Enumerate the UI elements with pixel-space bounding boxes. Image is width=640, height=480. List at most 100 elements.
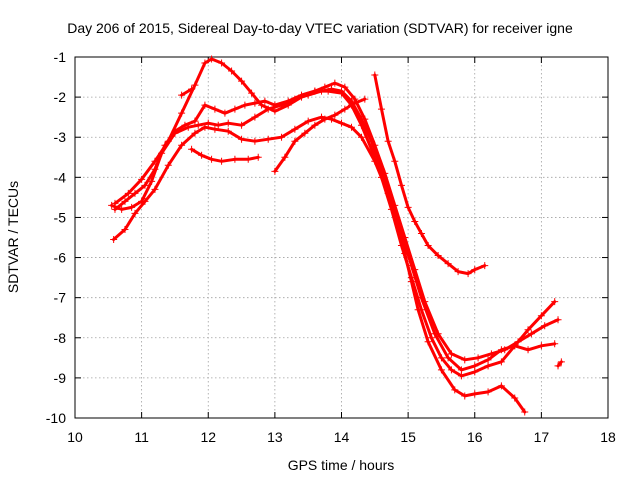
- data-point: [391, 157, 399, 165]
- data-layer: [108, 55, 565, 416]
- data-point: [141, 181, 149, 189]
- data-point: [291, 137, 299, 145]
- data-point: [484, 362, 492, 370]
- data-series-track-5: [188, 145, 262, 165]
- y-tick-label: -10: [46, 410, 66, 426]
- data-point: [551, 298, 559, 306]
- data-point: [271, 107, 279, 115]
- x-tick-label: 16: [467, 429, 483, 445]
- data-point: [551, 340, 559, 348]
- data-point: [454, 268, 462, 276]
- data-point: [341, 83, 349, 91]
- series-line: [180, 87, 194, 97]
- data-point: [131, 189, 139, 197]
- series-line: [273, 97, 367, 173]
- data-point: [224, 119, 232, 127]
- data-point: [191, 117, 199, 125]
- data-point: [291, 125, 299, 133]
- data-point: [357, 121, 365, 129]
- data-point: [311, 121, 319, 129]
- data-point: [384, 137, 392, 145]
- data-point: [474, 354, 482, 362]
- data-point: [238, 121, 246, 129]
- data-point: [278, 133, 286, 141]
- data-point: [361, 95, 369, 103]
- data-point: [201, 101, 209, 109]
- data-point: [271, 101, 279, 109]
- data-point: [251, 137, 259, 145]
- data-series-track-4: [111, 55, 559, 380]
- data-point: [371, 71, 379, 79]
- data-point: [218, 157, 226, 165]
- data-point: [148, 177, 156, 185]
- data-point: [121, 197, 129, 205]
- data-point: [407, 274, 415, 282]
- data-point: [487, 350, 495, 358]
- data-point: [471, 390, 479, 398]
- data-point: [251, 113, 259, 121]
- series-line: [113, 57, 557, 378]
- data-point: [301, 129, 309, 137]
- data-point: [411, 217, 419, 225]
- data-point: [254, 153, 262, 161]
- y-tick-label: -6: [54, 250, 67, 266]
- data-point: [524, 346, 532, 354]
- data-point: [321, 83, 329, 91]
- chart-title: Day 206 of 2015, Sidereal Day-to-day VTE…: [67, 20, 573, 36]
- data-point: [404, 203, 412, 211]
- data-point: [131, 209, 139, 217]
- y-tick-label: -5: [54, 209, 67, 225]
- x-tick-label: 12: [200, 429, 216, 445]
- data-point: [111, 205, 119, 213]
- data-point: [321, 115, 329, 123]
- y-axis-label: SDTVAR / TECUs: [5, 181, 21, 293]
- data-point: [181, 121, 189, 129]
- data-point: [271, 167, 279, 175]
- data-point: [331, 79, 339, 87]
- data-point: [178, 141, 186, 149]
- data-point: [224, 127, 232, 135]
- data-point: [497, 358, 505, 366]
- y-tick-label: -8: [54, 330, 67, 346]
- data-point: [138, 197, 146, 205]
- data-point: [338, 89, 345, 97]
- data-point: [437, 354, 445, 362]
- data-point: [537, 312, 545, 320]
- x-tick-label: 10: [67, 429, 83, 445]
- data-point: [461, 392, 469, 400]
- x-tick-label: 11: [134, 429, 149, 445]
- series-line: [113, 81, 560, 362]
- data-point: [151, 185, 159, 193]
- data-point: [484, 356, 492, 364]
- data-point: [241, 101, 249, 109]
- data-point: [188, 145, 196, 153]
- data-point: [417, 229, 425, 237]
- data-point: [537, 342, 545, 350]
- data-point: [198, 151, 206, 159]
- data-point: [191, 81, 199, 89]
- data-point: [511, 394, 519, 402]
- data-point: [434, 252, 442, 260]
- x-tick-label: 13: [267, 429, 283, 445]
- data-point: [248, 89, 256, 97]
- y-tick-label: -4: [54, 169, 67, 185]
- data-point: [341, 105, 349, 113]
- data-point: [424, 338, 432, 346]
- data-point: [214, 121, 222, 129]
- data-point: [367, 145, 375, 153]
- data-point: [421, 298, 429, 306]
- data-point: [221, 109, 229, 117]
- data-point: [464, 270, 472, 278]
- y-tick-label: -2: [54, 89, 67, 105]
- data-point: [361, 115, 369, 123]
- data-point: [208, 55, 216, 63]
- data-point: [264, 135, 272, 143]
- x-tick-label: 17: [534, 429, 550, 445]
- data-point: [151, 165, 159, 173]
- data-point: [111, 199, 119, 207]
- data-point: [204, 119, 212, 127]
- data-point: [211, 125, 219, 133]
- data-point: [541, 322, 549, 330]
- data-point: [497, 382, 505, 390]
- x-tick-label: 15: [400, 429, 416, 445]
